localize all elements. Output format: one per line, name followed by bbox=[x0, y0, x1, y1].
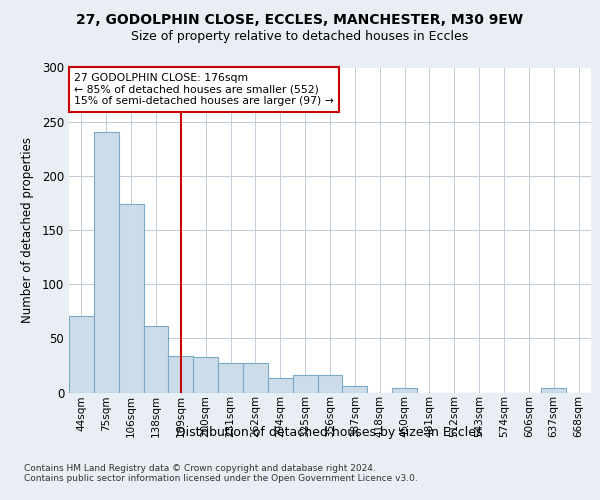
Bar bbox=[143, 326, 169, 392]
Bar bbox=[243, 363, 268, 392]
Bar bbox=[317, 375, 343, 392]
Bar bbox=[169, 356, 193, 393]
Bar bbox=[218, 363, 243, 392]
Text: Contains HM Land Registry data © Crown copyright and database right 2024.
Contai: Contains HM Land Registry data © Crown c… bbox=[24, 464, 418, 483]
Bar bbox=[193, 357, 218, 392]
Bar bbox=[343, 386, 367, 392]
Y-axis label: Number of detached properties: Number of detached properties bbox=[20, 137, 34, 323]
Text: Size of property relative to detached houses in Eccles: Size of property relative to detached ho… bbox=[131, 30, 469, 43]
Text: 27 GODOLPHIN CLOSE: 176sqm
← 85% of detached houses are smaller (552)
15% of sem: 27 GODOLPHIN CLOSE: 176sqm ← 85% of deta… bbox=[74, 73, 334, 106]
Bar bbox=[69, 316, 94, 392]
Bar bbox=[541, 388, 566, 392]
Text: Distribution of detached houses by size in Eccles: Distribution of detached houses by size … bbox=[176, 426, 482, 439]
Text: 27, GODOLPHIN CLOSE, ECCLES, MANCHESTER, M30 9EW: 27, GODOLPHIN CLOSE, ECCLES, MANCHESTER,… bbox=[76, 12, 524, 26]
Bar bbox=[392, 388, 417, 392]
Bar bbox=[119, 204, 143, 392]
Bar bbox=[94, 132, 119, 392]
Bar bbox=[293, 375, 317, 392]
Bar bbox=[268, 378, 293, 392]
